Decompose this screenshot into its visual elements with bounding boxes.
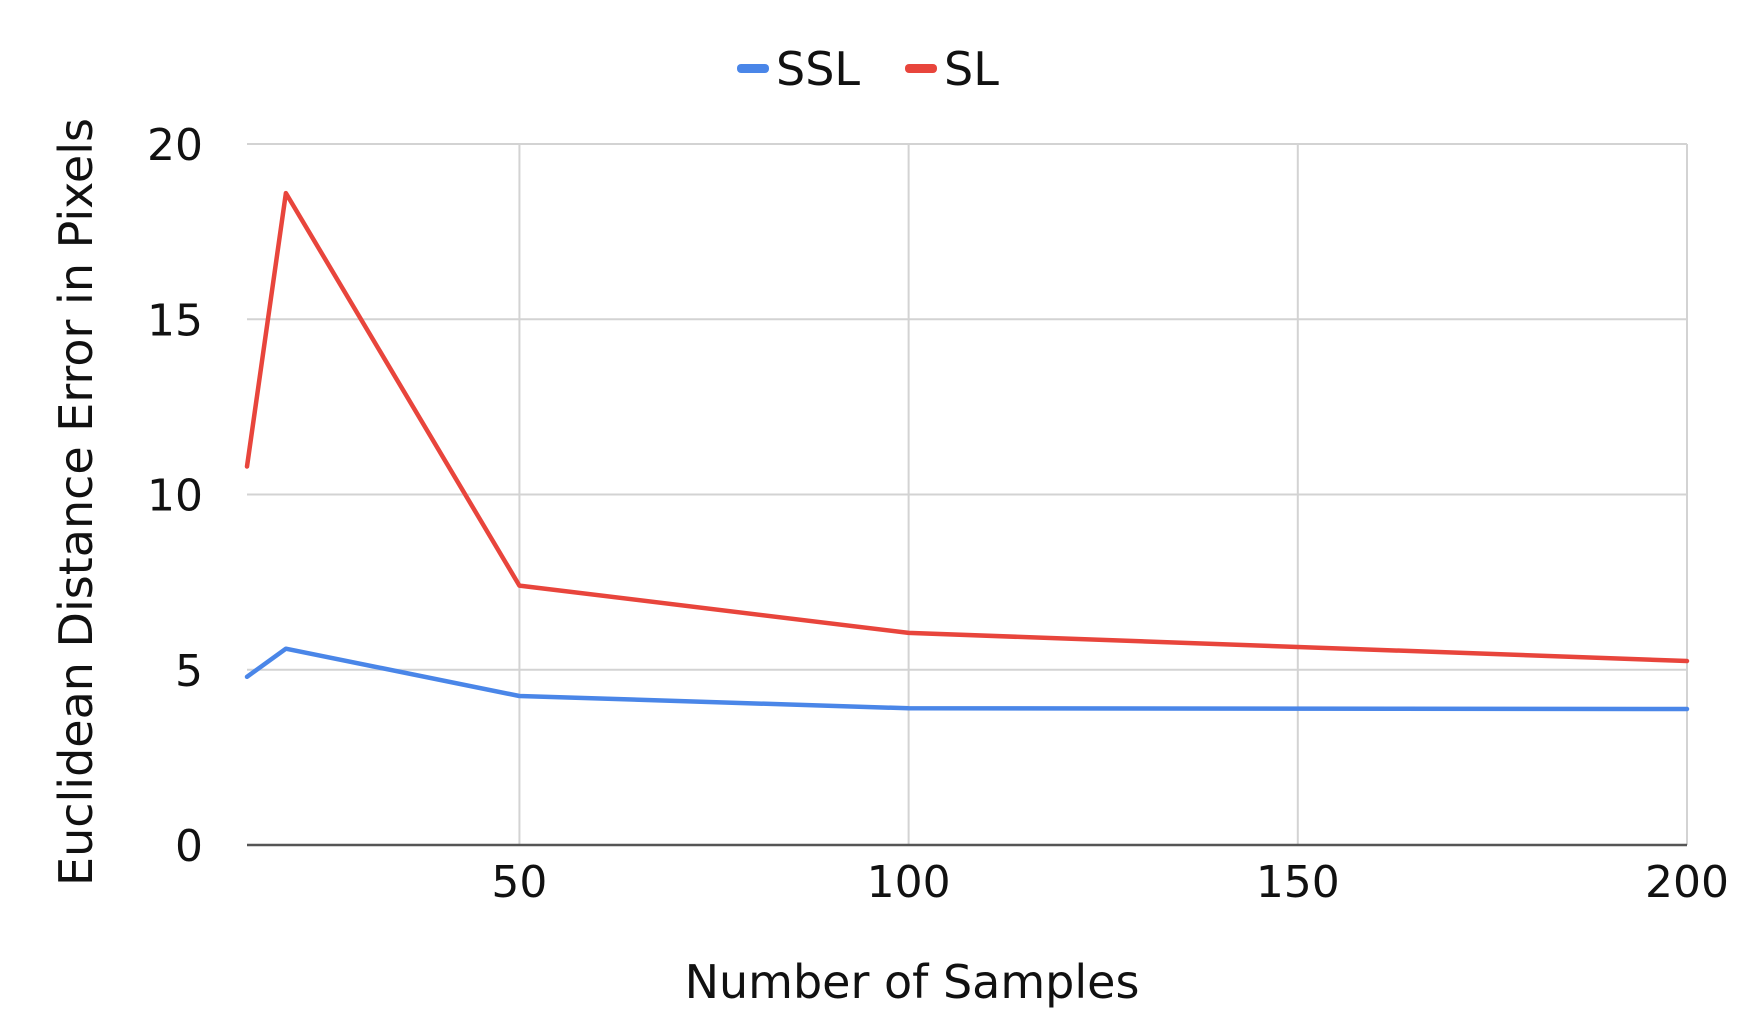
grid-lines — [247, 143, 1688, 845]
series-line-ssl — [244, 646, 1690, 712]
y-tick-label: 15 — [147, 295, 203, 346]
legend-swatch-sl — [905, 64, 937, 73]
x-tick-label: 150 — [1256, 857, 1340, 908]
y-tick-label: 5 — [175, 646, 203, 697]
x-axis-title: Number of Samples — [685, 955, 1140, 1009]
legend: SSL SL — [737, 42, 999, 96]
x-tick-label: 200 — [1645, 857, 1729, 908]
y-tick-label: 0 — [175, 821, 203, 872]
y-tick-label: 10 — [147, 471, 203, 522]
y-axis-title: Euclidean Distance Error in Pixels — [49, 118, 103, 886]
x-tick-label: 50 — [491, 857, 547, 908]
series-line-sl — [244, 190, 1690, 664]
x-tick-label: 100 — [867, 857, 951, 908]
tick-labels: 0 5 10 15 20 50 100 150 200 — [147, 120, 1729, 908]
y-tick-label: 20 — [147, 120, 203, 171]
legend-label-ssl: SSL — [776, 42, 860, 96]
legend-swatch-ssl — [737, 64, 769, 73]
series-lines — [244, 190, 1690, 712]
legend-label-sl: SL — [944, 42, 999, 96]
